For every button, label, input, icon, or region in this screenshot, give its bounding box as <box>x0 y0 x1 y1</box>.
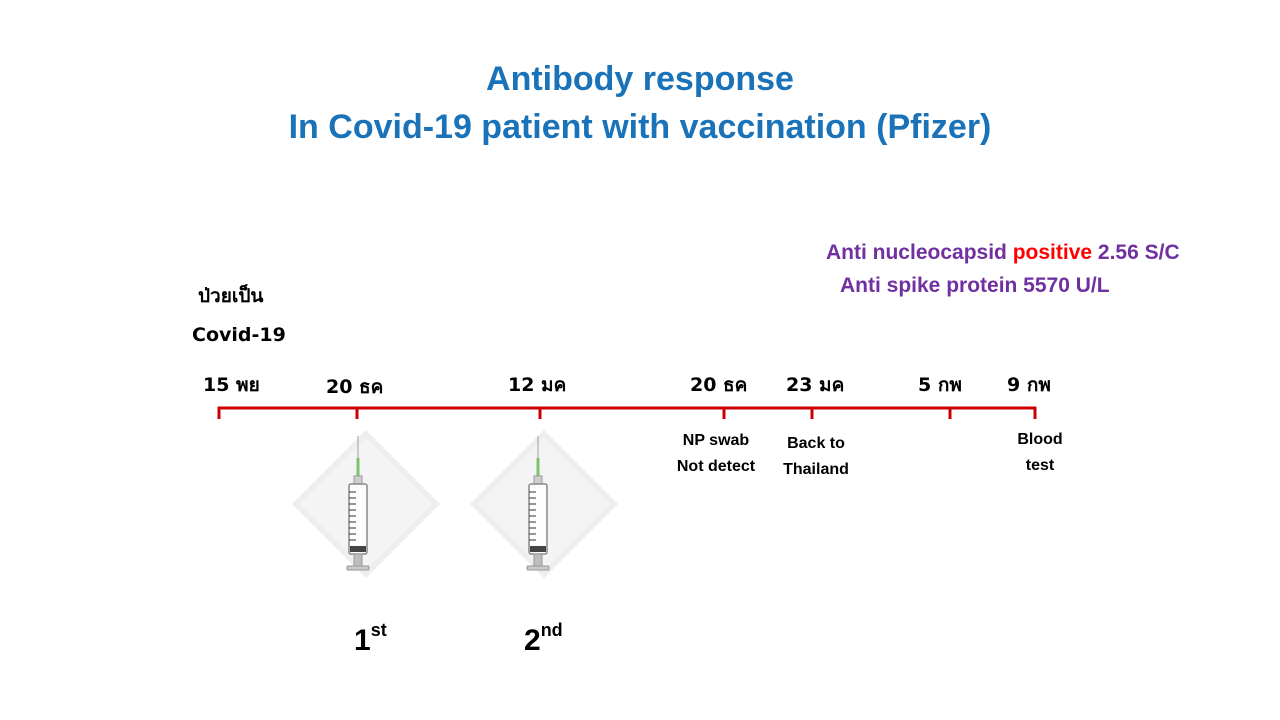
np-swab-line-2: Not detect <box>676 458 756 475</box>
date-label-2: 20 ธค <box>326 376 384 398</box>
date-label-4: 20 ธค <box>690 374 748 396</box>
onset-label: ป่วยเป็น <box>198 285 264 307</box>
date-label-6: 5 กพ <box>918 374 962 396</box>
blood-line-1: Blood <box>1017 431 1063 448</box>
blood-test-event: Blood test <box>1004 427 1076 479</box>
date-label-3: 12 มค <box>508 374 567 396</box>
dose-1-suffix: st <box>370 620 387 640</box>
anti-nucleocapsid-status: positive <box>1012 241 1093 264</box>
dose-2-label: 2nd <box>524 620 563 658</box>
dose-1-label: 1st <box>354 620 387 658</box>
title-line-1: Antibody response <box>486 60 794 98</box>
anti-nucleocapsid-value: 2.56 S/C <box>1097 241 1180 264</box>
anti-nucleocapsid-label: Anti nucleocapsid <box>826 241 1007 264</box>
syringe-icon <box>470 430 618 578</box>
title-line-2: In Covid-19 patient with vaccination (Pf… <box>288 108 992 146</box>
date-label-1: 15 พย <box>203 374 260 396</box>
dose-1-number: 1 <box>354 624 371 657</box>
syringe-icon <box>292 430 440 578</box>
dose-2-number: 2 <box>524 624 541 657</box>
blood-line-2: test <box>1025 457 1055 474</box>
anti-spike-result: Anti spike protein 5570 U/L <box>840 274 1110 297</box>
date-label-7: 9 กพ <box>1007 374 1051 396</box>
onset-disease-label: Covid-19 <box>192 324 286 346</box>
back-line-1: Back to <box>787 435 845 452</box>
back-line-2: Thailand <box>783 461 849 478</box>
np-swab-line-1: NP swab <box>682 432 750 449</box>
back-to-thailand-event: Back to Thailand <box>774 431 858 483</box>
dose-2-suffix: nd <box>540 620 563 640</box>
anti-nucleocapsid-result: Anti nucleocapsid positive 2.56 S/C <box>826 241 1180 265</box>
date-label-5: 23 มค <box>786 374 845 396</box>
np-swab-event: NP swab Not detect <box>668 428 764 480</box>
